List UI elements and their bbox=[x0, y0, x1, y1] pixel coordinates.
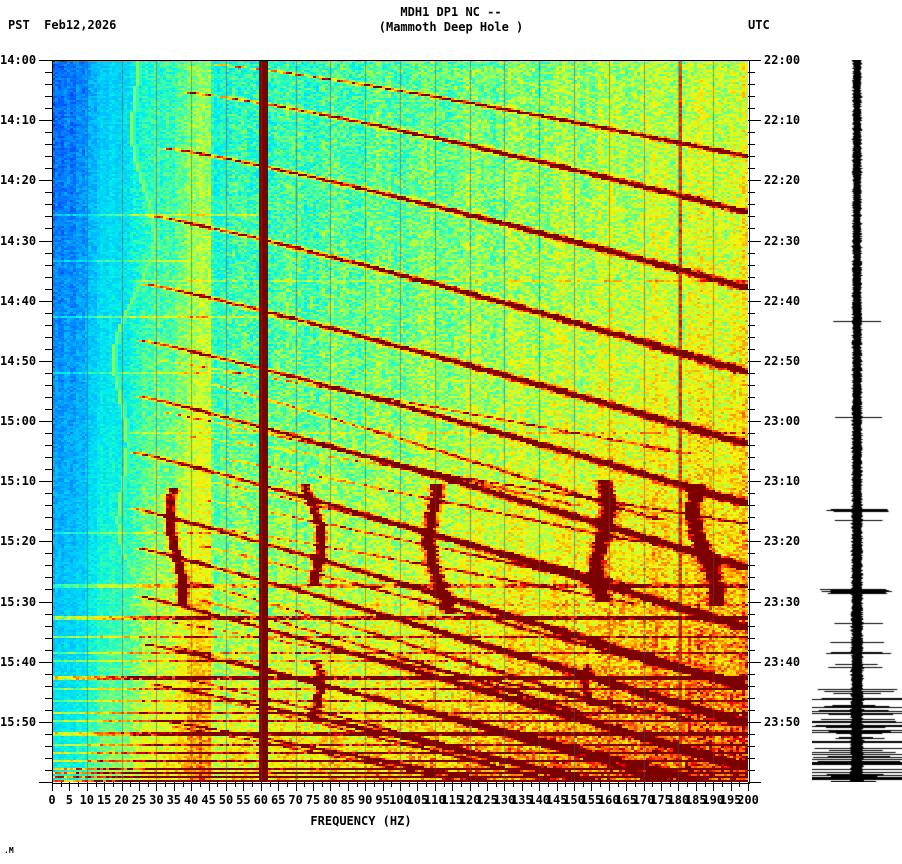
frequency-tick-label: 185 bbox=[684, 793, 707, 807]
left-time-tick-label: 14:40 bbox=[0, 293, 37, 308]
left-time-tick-label: 15:50 bbox=[0, 714, 37, 729]
frequency-tick-label: 100 bbox=[389, 793, 411, 807]
frequency-tick-label: 20 bbox=[114, 793, 129, 807]
frequency-tick-label: 90 bbox=[357, 793, 373, 807]
frequency-tick-label: 175 bbox=[650, 793, 672, 807]
frequency-tick-label: 170 bbox=[632, 793, 655, 807]
frequency-tick-label: 75 bbox=[305, 793, 321, 807]
frequency-tick-label: 30 bbox=[149, 793, 164, 807]
frequency-tick-label: 15 bbox=[96, 793, 112, 807]
left-time-tick-label: 14:50 bbox=[0, 353, 37, 368]
frequency-tick-label: 45 bbox=[201, 793, 216, 807]
right-time-tick-label: 22:00 bbox=[764, 53, 801, 67]
header-date: Feb12,2026 bbox=[44, 18, 117, 32]
spectrogram-grid bbox=[52, 60, 748, 782]
frequency-tick-label: 125 bbox=[476, 793, 498, 807]
right-time-tick-label: 22:10 bbox=[764, 113, 801, 128]
seismogram-trace bbox=[812, 60, 902, 782]
frequency-tick-label: 180 bbox=[667, 793, 690, 807]
frequency-tick-label: 200 bbox=[737, 793, 759, 807]
page-title-line2: (Mammoth Deep Hole ) bbox=[378, 20, 524, 34]
frequency-tick-label: 80 bbox=[323, 793, 338, 807]
right-time-tick-label: 23:00 bbox=[764, 414, 801, 428]
frequency-tick-label: 120 bbox=[458, 793, 481, 807]
frequency-tick-label: 35 bbox=[166, 793, 182, 807]
right-time-tick-label: 22:40 bbox=[764, 293, 801, 308]
frequency-tick-label: 5 bbox=[65, 793, 73, 807]
frequency-tick-label: 60 bbox=[253, 793, 269, 807]
frequency-tick-label: 70 bbox=[288, 793, 303, 807]
frequency-tick-label: 55 bbox=[236, 793, 251, 807]
frequency-tick-label: 190 bbox=[702, 793, 725, 807]
frequency-tick-label: 50 bbox=[218, 793, 234, 807]
frequency-tick-label: 135 bbox=[510, 793, 533, 807]
frequency-tick-label: 0 bbox=[48, 793, 56, 807]
frequency-tick-label: 140 bbox=[528, 793, 551, 807]
right-time-tick-label: 23:50 bbox=[764, 714, 801, 729]
frequency-tick-label: 145 bbox=[545, 793, 568, 807]
frequency-tick-label: 85 bbox=[340, 793, 356, 807]
header-left-timezone-date: PST Feb12,2026 bbox=[8, 18, 116, 32]
left-time-tick-label: 14:30 bbox=[0, 233, 37, 248]
frequency-tick-label: 155 bbox=[580, 793, 603, 807]
frequency-tick-label: 25 bbox=[131, 793, 147, 807]
corner-artifact-mark: .M bbox=[4, 846, 14, 855]
frequency-tick-label: 160 bbox=[597, 793, 620, 807]
left-time-tick-label: 15:20 bbox=[0, 534, 37, 549]
frequency-tick-label: 130 bbox=[493, 793, 516, 807]
frequency-tick-label: 150 bbox=[563, 793, 585, 807]
frequency-tick-label: 195 bbox=[719, 793, 742, 807]
frequency-tick-label: 105 bbox=[406, 793, 429, 807]
left-time-tick-label: 15:00 bbox=[0, 414, 37, 428]
right-time-tick-label: 23:40 bbox=[764, 654, 801, 669]
xaxis-title: FREQUENCY (HZ) bbox=[310, 814, 412, 828]
frequency-tick-label: 115 bbox=[441, 793, 464, 807]
spectrogram-plot[interactable] bbox=[52, 60, 748, 782]
left-time-tick-label: 14:00 bbox=[0, 53, 37, 67]
right-time-tick-label: 22:50 bbox=[764, 353, 801, 368]
right-time-tick-label: 22:30 bbox=[764, 233, 801, 248]
left-time-tick-label: 14:10 bbox=[0, 113, 37, 128]
right-time-tick-label: 23:20 bbox=[764, 534, 801, 549]
header-timezone-left: PST bbox=[8, 18, 30, 32]
frequency-tick-label: 65 bbox=[270, 793, 286, 807]
left-time-tick-label: 15:10 bbox=[0, 474, 37, 489]
frequency-tick-label: 110 bbox=[423, 793, 446, 807]
left-time-tick-label: 15:30 bbox=[0, 594, 37, 609]
right-time-tick-label: 23:10 bbox=[764, 474, 801, 489]
left-time-tick-label: 15:40 bbox=[0, 654, 37, 669]
frequency-tick-label: 165 bbox=[615, 793, 638, 807]
right-time-tick-label: 22:20 bbox=[764, 173, 801, 188]
frequency-tick-label: 10 bbox=[79, 793, 95, 807]
right-time-tick-label: 23:30 bbox=[764, 594, 801, 609]
frequency-tick-label: 40 bbox=[183, 793, 199, 807]
header-timezone-right: UTC bbox=[748, 18, 770, 32]
frequency-tick-label: 95 bbox=[375, 793, 390, 807]
page-title-line1: MDH1 DP1 NC -- bbox=[400, 5, 502, 19]
left-time-tick-label: 14:20 bbox=[0, 173, 37, 188]
